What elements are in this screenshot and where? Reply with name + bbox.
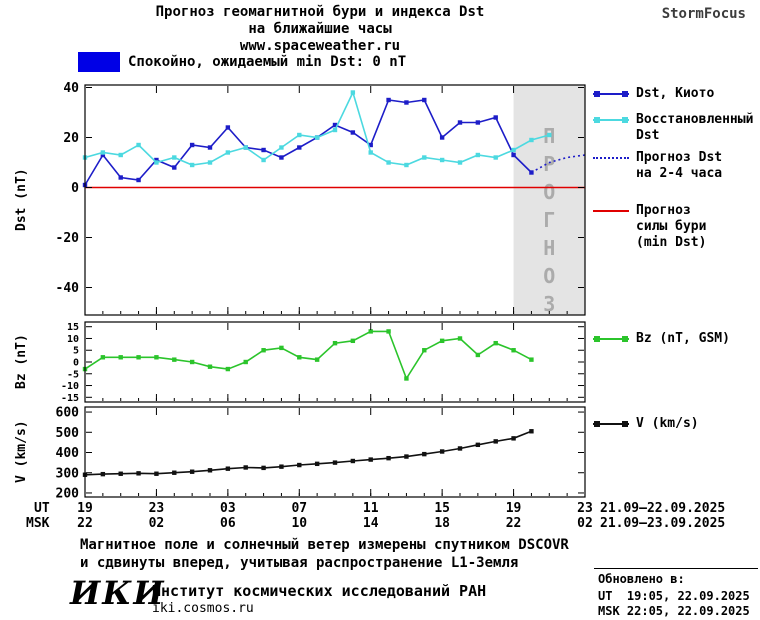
x-tick-label: 11 — [362, 501, 379, 516]
msk-date-range: 21.09—23.09.2025 — [600, 516, 726, 531]
x-tick-label: 14 — [362, 516, 379, 531]
restored-line-icon — [593, 114, 629, 126]
v-axis-label: V (km/s) — [14, 420, 29, 484]
quiet-status-swatch — [78, 52, 120, 72]
svg-text:-15: -15 — [61, 393, 79, 404]
svg-text:Р: Р — [543, 152, 555, 176]
legend-storm-forecast: Прогноз силы бури (min Dst) — [593, 203, 706, 251]
svg-text:20: 20 — [63, 131, 79, 146]
brand-label: StormFocus — [661, 6, 746, 22]
bz-axis-label: Bz (nT) — [14, 334, 29, 390]
x-tick-label: 19 — [505, 501, 522, 516]
svg-text:-5: -5 — [67, 369, 79, 380]
x-tick-label: 23 — [577, 501, 593, 516]
legend-dst-restored: Восстановленный Dst — [593, 112, 753, 144]
x-tick-label: 15 — [434, 501, 450, 516]
updated-ut-time: UT 19:05, 22.09.2025 — [598, 589, 750, 603]
legend-label: Dst, Киото — [636, 86, 715, 101]
x-tick-label: 19 — [77, 501, 93, 516]
ut-axis-row-label: UT — [34, 501, 50, 516]
x-tick-label: 06 — [220, 516, 236, 531]
x-tick-label: 22 — [505, 516, 522, 531]
svg-text:О: О — [543, 180, 555, 204]
iki-site-link[interactable]: iki.cosmos.ru — [152, 601, 254, 616]
updated-heading: Обновлено в: — [598, 572, 685, 586]
svg-text:З: З — [543, 292, 555, 316]
svg-text:-40: -40 — [56, 281, 80, 296]
msk-axis-row-label: MSK — [26, 516, 50, 531]
svg-text:500: 500 — [56, 426, 80, 441]
ut-date-range: 21.09—22.09.2025 — [600, 501, 726, 516]
legend-v: V (km/s) — [593, 416, 699, 432]
v-chart: 600 500 400 300 200 — [56, 406, 586, 502]
svg-text:0: 0 — [73, 358, 79, 369]
svg-text:О: О — [543, 264, 555, 288]
page-subtitle: на ближайшие часы — [248, 21, 392, 37]
x-tick-label: 23 — [148, 501, 165, 516]
svg-text:600: 600 — [56, 406, 80, 421]
bz-line-icon — [593, 333, 629, 345]
x-tick-label: 03 — [220, 501, 236, 516]
x-tick-label: 18 — [434, 516, 450, 531]
dst-chart: ПРОГНОЗ40200-20-40 — [56, 81, 586, 316]
spaceweather-site-link[interactable]: www.spaceweather.ru — [239, 38, 401, 54]
svg-text:-10: -10 — [61, 381, 79, 392]
data-source-note-line1: Магнитное поле и солнечный ветер измерен… — [80, 537, 569, 553]
legend-bz: Bz (nT, GSM) — [593, 331, 730, 347]
svg-text:40: 40 — [63, 81, 79, 96]
svg-text:0: 0 — [71, 181, 79, 196]
x-tick-label: 07 — [291, 501, 308, 516]
page-title: Прогноз геомагнитной бури и индекса Dst — [155, 4, 485, 20]
institute-name: Институт космических исследований РАН — [152, 582, 487, 600]
svg-text:300: 300 — [56, 466, 80, 481]
svg-text:-20: -20 — [56, 231, 80, 246]
data-source-note-line2: и сдвинуты вперед, учитывая распростране… — [80, 555, 519, 571]
v-line-icon — [593, 418, 629, 430]
forecast-dotted-line-icon — [593, 152, 629, 164]
legend-label: Прогноз Dst на 2-4 часа — [636, 150, 723, 181]
svg-text:10: 10 — [67, 334, 79, 345]
svg-text:15: 15 — [67, 322, 79, 333]
x-tick-label: 02 — [148, 516, 165, 531]
legend-dst-forecast: Прогноз Dst на 2-4 часа — [593, 150, 722, 182]
x-tick-label: 02 — [577, 516, 593, 531]
x-tick-label: 22 — [77, 516, 93, 531]
svg-text:Н: Н — [543, 236, 555, 260]
updated-separator — [594, 568, 758, 569]
quiet-status-text: Спокойно, ожидаемый min Dst: 0 nT — [128, 54, 407, 70]
svg-text:5: 5 — [73, 346, 79, 357]
iki-logo: ИКИ — [70, 574, 166, 612]
page-title-block: Прогноз геомагнитной бури и индекса Dst … — [30, 4, 610, 55]
dst-axis-label: Dst (nT) — [14, 168, 29, 232]
quiet-status-banner: Спокойно, ожидаемый min Dst: 0 nT — [78, 52, 406, 72]
legend-label: V (km/s) — [636, 416, 699, 431]
legend-label: Восстановленный Dst — [636, 112, 754, 143]
updated-msk-time: MSK 22:05, 22.09.2025 — [598, 604, 750, 618]
legend-dst-kyoto: Dst, Киото — [593, 86, 714, 102]
msk-tick-row: 22 02 06 10 14 18 22 02 — [77, 516, 593, 532]
storm-line-icon — [593, 205, 629, 217]
ut-tick-row: 19 23 03 07 11 15 19 23 — [77, 501, 593, 517]
legend-label: Прогноз силы бури (min Dst) — [636, 203, 707, 250]
legend-label: Bz (nT, GSM) — [636, 331, 730, 346]
x-tick-label: 10 — [291, 516, 308, 531]
svg-text:200: 200 — [56, 487, 80, 502]
svg-text:400: 400 — [56, 446, 80, 461]
svg-text:Г: Г — [543, 208, 555, 232]
kyoto-line-icon — [593, 88, 629, 100]
